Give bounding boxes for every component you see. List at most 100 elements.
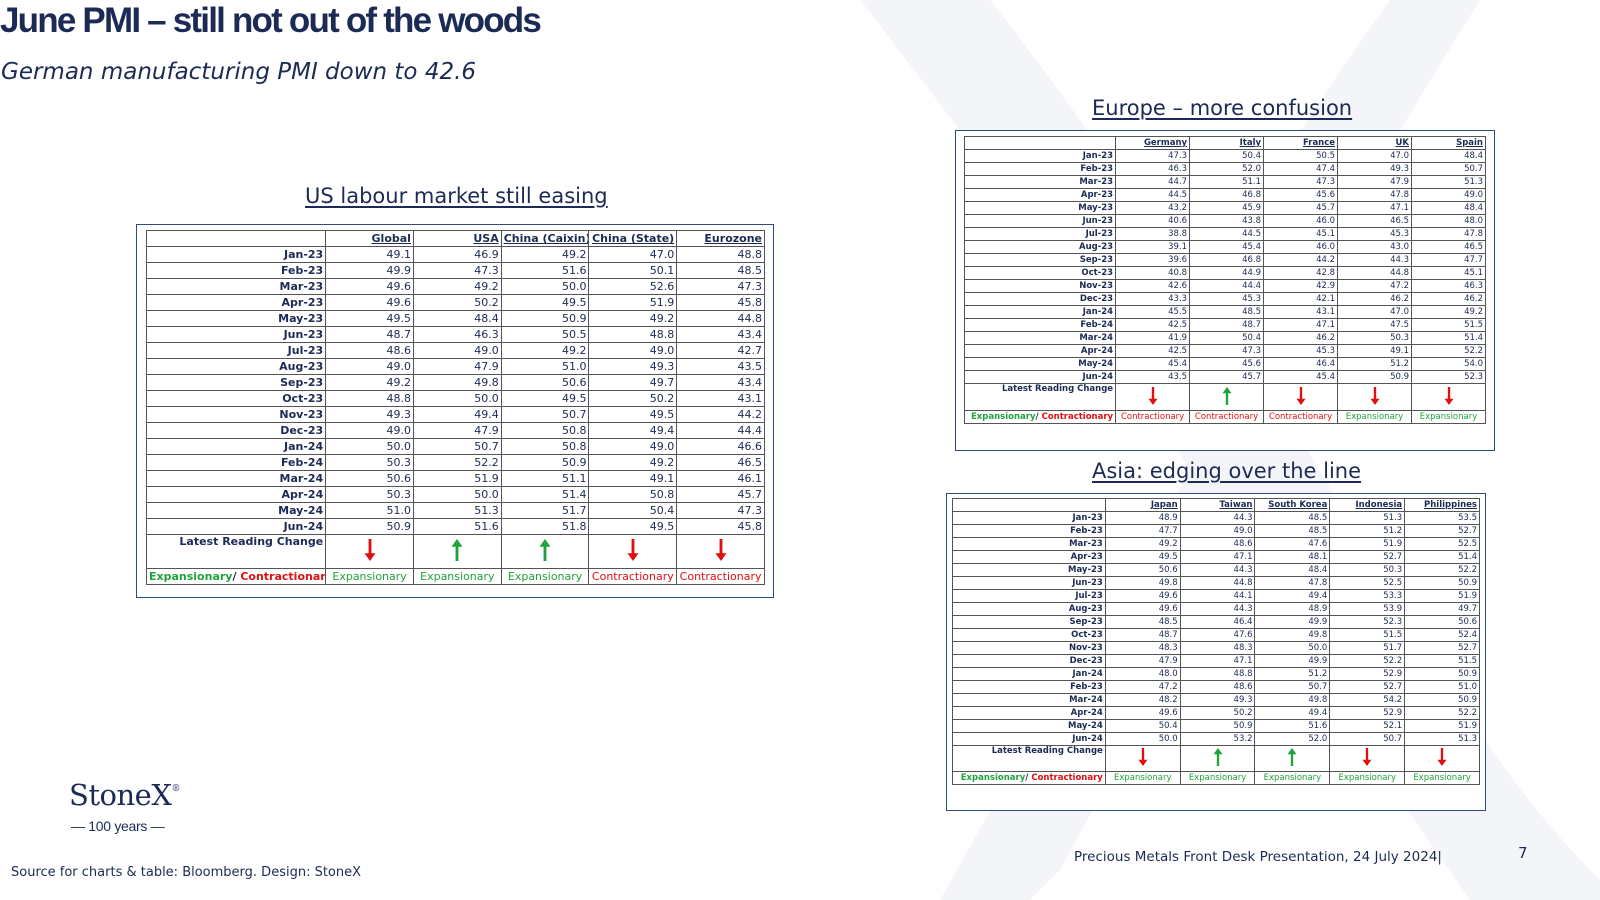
pmi-value-cell: 47.0 <box>1337 305 1413 319</box>
pmi-value-cell: 49.6 <box>325 278 414 295</box>
pmi-value-cell: 49.3 <box>1337 162 1413 176</box>
header-corner-cell <box>963 136 1117 150</box>
pmi-value-cell: 47.6 <box>1179 628 1256 642</box>
row-label: Nov-23 <box>952 641 1106 655</box>
row-label: Apr-24 <box>145 486 327 503</box>
pmi-value-cell: 48.6 <box>1179 680 1256 694</box>
row-label: Apr-23 <box>952 550 1106 564</box>
table-row: Nov-23 42.6 44.4 42.9 47.2 46.3 <box>963 279 1486 293</box>
pmi-value-cell: 50.3 <box>1337 331 1413 345</box>
pmi-value-cell: 50.2 <box>1179 706 1256 720</box>
pmi-value-cell: 44.3 <box>1179 602 1256 616</box>
table-row: Mar-24 41.9 50.4 46.2 50.3 51.4 <box>963 331 1486 345</box>
row-label: Jan-24 <box>145 438 327 455</box>
row-label: Jul-23 <box>952 589 1106 603</box>
row-label: Feb-23 <box>145 262 327 279</box>
arrow-down-icon <box>627 539 639 561</box>
pmi-value-cell: 52.7 <box>1404 524 1480 538</box>
status-cell: Expansionary <box>1254 771 1331 785</box>
header-corner-cell <box>952 498 1106 512</box>
latest-reading-change-label: Latest Reading Change <box>963 383 1117 411</box>
pmi-value-cell: 49.4 <box>1254 589 1331 603</box>
change-arrow-cell <box>1263 383 1339 411</box>
pmi-value-cell: 50.5 <box>1263 149 1339 163</box>
pmi-value-cell: 48.5 <box>1254 524 1331 538</box>
status-cell: Expansionary <box>500 568 590 585</box>
pmi-value-cell: 53.3 <box>1329 589 1406 603</box>
us-pmi-table: Global USA China (Caixin) China (State) Euro… <box>145 230 765 585</box>
pmi-value-cell: 54.2 <box>1329 693 1406 707</box>
europe-table-title: Europe – more confusion <box>1092 96 1353 120</box>
pmi-value-cell: 45.7 <box>676 486 765 503</box>
pmi-value-cell: 52.4 <box>1404 628 1480 642</box>
pmi-value-cell: 53.9 <box>1329 602 1406 616</box>
pmi-value-cell: 51.8 <box>500 518 590 535</box>
pmi-value-cell: 44.5 <box>1115 188 1191 202</box>
pmi-value-cell: 51.9 <box>588 294 678 311</box>
row-label: Aug-23 <box>952 602 1106 616</box>
pmi-value-cell: 48.4 <box>1254 563 1331 577</box>
status-cell: Contractionary <box>1263 410 1339 424</box>
table-row: Mar-24 50.6 51.9 51.1 49.1 46.1 <box>145 470 765 487</box>
pmi-value-cell: 51.3 <box>412 502 502 519</box>
column-header: France <box>1263 136 1339 150</box>
status-cell: Expansionary <box>1411 410 1486 424</box>
pmi-value-cell: 50.0 <box>1104 732 1181 746</box>
table-row: Oct-23 48.7 47.6 49.8 51.5 52.4 <box>952 628 1480 642</box>
row-label: Sep-23 <box>963 253 1117 267</box>
pmi-value-cell: 49.2 <box>1411 305 1486 319</box>
europe-pmi-table-container: Germany Italy France UK Spain Jan-23 47.3 50.4 5… <box>955 130 1495 451</box>
pmi-value-cell: 44.5 <box>1189 227 1265 241</box>
row-label: Mar-24 <box>145 470 327 487</box>
pmi-value-cell: 44.4 <box>676 422 765 439</box>
pmi-value-cell: 52.7 <box>1404 641 1480 655</box>
pmi-value-cell: 45.3 <box>1337 227 1413 241</box>
pmi-value-cell: 44.3 <box>1179 563 1256 577</box>
pmi-value-cell: 42.9 <box>1263 279 1339 293</box>
pmi-value-cell: 51.5 <box>1411 318 1486 332</box>
pmi-value-cell: 51.6 <box>412 518 502 535</box>
pmi-value-cell: 50.3 <box>325 486 414 503</box>
column-header: South Korea <box>1254 498 1331 512</box>
pmi-value-cell: 52.5 <box>1404 537 1480 551</box>
row-label: Jan-23 <box>952 511 1106 525</box>
pmi-value-cell: 48.4 <box>412 310 502 327</box>
pmi-value-cell: 46.2 <box>1411 292 1486 306</box>
pmi-value-cell: 40.8 <box>1115 266 1191 280</box>
row-label: Aug-23 <box>145 358 327 375</box>
pmi-value-cell: 48.8 <box>1179 667 1256 681</box>
change-arrow-cell <box>1189 383 1265 411</box>
pmi-value-cell: 49.7 <box>1404 602 1480 616</box>
pmi-value-cell: 50.8 <box>500 422 590 439</box>
contractionary-label: Contractionary <box>1041 412 1114 422</box>
pmi-value-cell: 49.1 <box>588 470 678 487</box>
arrow-up-icon <box>1287 748 1297 766</box>
pmi-value-cell: 49.1 <box>1337 344 1413 358</box>
pmi-value-cell: 46.8 <box>1189 188 1265 202</box>
pmi-value-cell: 45.8 <box>676 294 765 311</box>
pmi-value-cell: 49.4 <box>1254 706 1331 720</box>
pmi-value-cell: 50.7 <box>1254 680 1331 694</box>
pmi-value-cell: 43.3 <box>1115 292 1191 306</box>
column-header: Germany <box>1115 136 1191 150</box>
pmi-value-cell: 49.0 <box>325 422 414 439</box>
row-label: Sep-23 <box>952 615 1106 629</box>
pmi-value-cell: 47.3 <box>676 278 765 295</box>
pmi-value-cell: 54.0 <box>1411 357 1486 371</box>
page-number: 7 <box>1518 844 1528 862</box>
column-header: Global <box>325 230 414 247</box>
row-label: Sep-23 <box>145 374 327 391</box>
pmi-value-cell: 51.4 <box>500 486 590 503</box>
row-label: Dec-23 <box>963 292 1117 306</box>
table-row: Apr-24 50.3 50.0 51.4 50.8 45.7 <box>145 486 765 503</box>
pmi-value-cell: 52.7 <box>1329 680 1406 694</box>
pmi-value-cell: 51.0 <box>325 502 414 519</box>
pmi-value-cell: 44.7 <box>1115 175 1191 189</box>
pmi-value-cell: 50.3 <box>325 454 414 471</box>
pmi-value-cell: 47.3 <box>412 262 502 279</box>
pmi-value-cell: 51.3 <box>1411 175 1486 189</box>
table-row: Jan-24 45.5 48.5 43.1 47.0 49.2 <box>963 305 1486 319</box>
pmi-value-cell: 52.3 <box>1411 370 1486 384</box>
pmi-value-cell: 51.0 <box>1404 680 1480 694</box>
pmi-value-cell: 46.5 <box>1411 240 1486 254</box>
